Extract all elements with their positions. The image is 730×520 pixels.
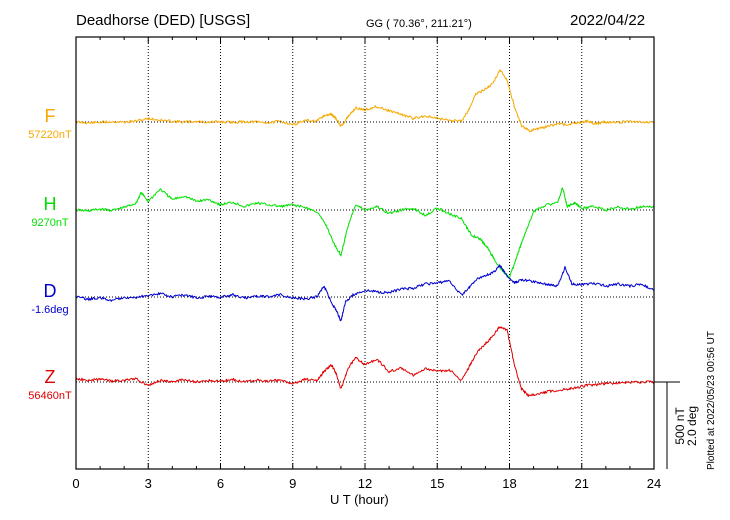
- grid-layer: [147, 37, 583, 469]
- series-label-h: H: [43, 194, 57, 214]
- x-tick-label-6: 6: [217, 476, 224, 491]
- x-tick-label-24: 24: [647, 476, 661, 491]
- date-label: 2022/04/22: [570, 12, 646, 29]
- x-tick-label-0: 0: [72, 476, 79, 491]
- scale-bar: [654, 381, 680, 469]
- x-tick-label-15: 15: [430, 476, 444, 491]
- x-tick-label-21: 21: [575, 476, 589, 491]
- series-line-h: [75, 187, 655, 279]
- series-layer: [75, 69, 655, 397]
- series-baseline-h: 9270nT: [31, 217, 69, 229]
- x-tick-label-12: 12: [358, 476, 372, 491]
- series-label-f: F: [44, 106, 56, 126]
- plotted-timestamp: Plotted at 2022/05/23 00:56 UT: [706, 331, 717, 470]
- series-label-z: Z: [44, 367, 56, 387]
- x-tick-label-18: 18: [502, 476, 516, 491]
- x-axis-ticks: 0 3 6 9 12 15 18 21 24: [72, 37, 661, 491]
- x-tick-label-9: 9: [289, 476, 296, 491]
- scale-bar-label-deg: 2.0 deg: [685, 405, 699, 446]
- series-baseline-d: -1.6deg: [31, 304, 69, 316]
- x-tick-label-3: 3: [145, 476, 152, 491]
- series-baseline-f: 57220nT: [28, 129, 72, 141]
- station-title: Deadhorse (DED) [USGS]: [76, 12, 251, 29]
- series-line-d: [75, 264, 655, 322]
- geographic-coords: GG ( 70.36°, 211.21°): [366, 18, 472, 30]
- x-axis-label: U T (hour): [330, 492, 389, 507]
- series-label-d: D: [43, 281, 57, 301]
- scale-bar-label: 500 nT 2.0 deg: [673, 405, 699, 446]
- series-baseline-z: 56460nT: [28, 390, 72, 402]
- series-line-z: [75, 326, 655, 397]
- series-line-f: [75, 69, 655, 133]
